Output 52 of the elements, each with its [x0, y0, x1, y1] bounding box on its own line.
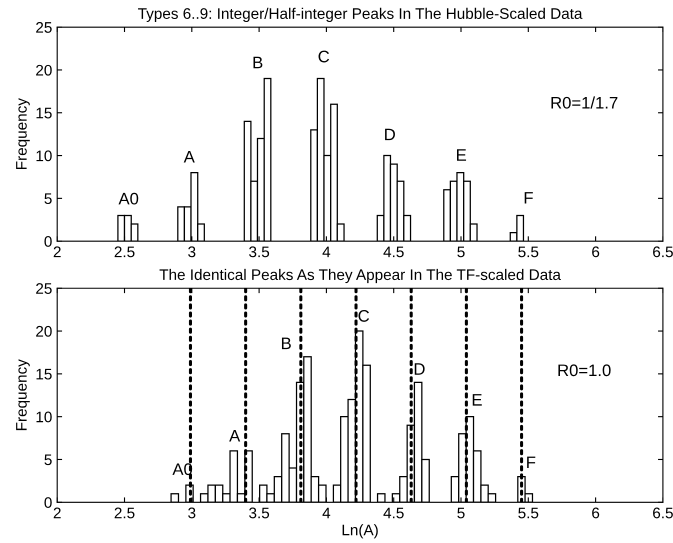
- annotation: E: [457, 149, 466, 161]
- annotation: C: [358, 310, 370, 322]
- x-tick-label: 6.5: [653, 246, 673, 258]
- annotation: B: [282, 338, 291, 350]
- y-axis-title: Frequency: [16, 359, 30, 430]
- x-tick-label: 2: [54, 508, 61, 518]
- x-tick-label: 3.5: [249, 246, 270, 258]
- y-tick-label: 15: [36, 108, 52, 118]
- annotation: R0=1/1.7: [551, 96, 618, 109]
- y-tick-label: 20: [36, 326, 52, 337]
- y-tick-label: 10: [36, 150, 52, 162]
- x-tick-label: 3: [188, 508, 196, 518]
- annotation: D: [385, 128, 395, 140]
- annotation: A: [229, 430, 240, 442]
- x-tick-label: 2.5: [114, 508, 134, 518]
- x-tick-label: 4: [322, 246, 330, 258]
- y-tick-label: 5: [44, 193, 52, 204]
- annotation: F: [527, 456, 536, 468]
- y-tick-label: 0: [44, 236, 52, 247]
- y-axis-title: Frequency: [16, 98, 30, 169]
- annotation: E: [472, 394, 482, 406]
- chart-title: Types 6..9: Integer/Half-integer Peaks In The Hubble-Scaled Data: [138, 8, 582, 22]
- x-tick-label: 6: [592, 508, 600, 518]
- y-tick-label: 25: [36, 283, 52, 294]
- x-tick-label: 6: [592, 246, 600, 258]
- x-tick-label: 6.5: [653, 508, 673, 518]
- x-tick-label: 2: [54, 246, 61, 258]
- x-tick-label: 5.5: [518, 246, 538, 258]
- annotation: F: [524, 192, 533, 204]
- y-tick-label: 10: [36, 412, 52, 422]
- x-axis-title: Ln(A): [342, 524, 378, 538]
- chart-title: The Identical Peaks As They Appear In The TF-scaled Data: [160, 268, 561, 284]
- x-tick-label: 2.5: [114, 246, 134, 258]
- y-tick-label: 5: [44, 454, 52, 466]
- x-tick-label: 5.5: [518, 508, 538, 518]
- annotation: C: [318, 50, 330, 62]
- x-tick-label: 5: [457, 246, 465, 258]
- annotation: A: [184, 150, 195, 162]
- annotation: A0: [118, 192, 138, 205]
- x-tick-label: 4: [322, 508, 330, 518]
- x-tick-label: 3.5: [249, 508, 270, 518]
- annotation: B: [254, 56, 262, 68]
- annotation: D: [414, 363, 425, 375]
- x-tick-label: 5: [457, 508, 465, 518]
- y-tick-label: 15: [36, 368, 52, 380]
- y-tick-label: 20: [36, 64, 52, 76]
- x-tick-label: 4.5: [383, 246, 404, 258]
- y-tick-label: 25: [36, 22, 52, 33]
- x-tick-label: 4.5: [383, 508, 404, 518]
- x-tick-label: 3: [188, 246, 196, 258]
- y-tick-label: 0: [44, 497, 52, 508]
- annotation: R0=1.0: [558, 364, 611, 376]
